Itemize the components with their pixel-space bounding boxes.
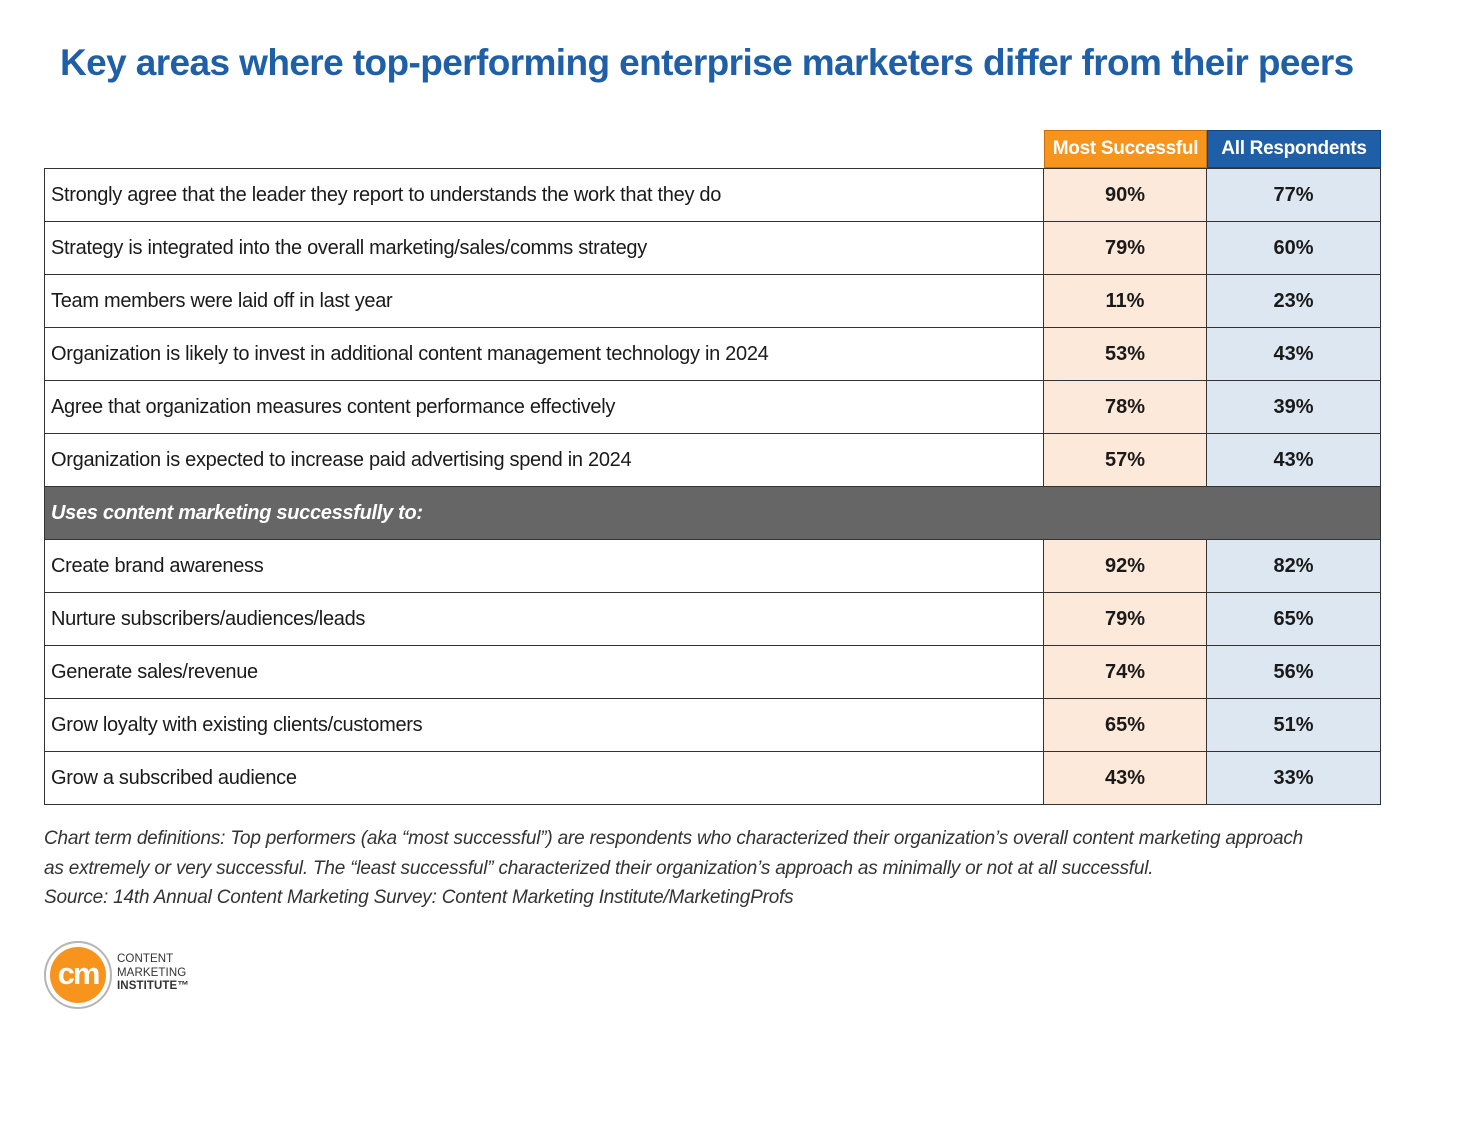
footnote-definition-line-1: Chart term definitions: Top performers (… (44, 828, 1304, 849)
row-label: Grow a subscribed audience (45, 752, 1044, 804)
row-label: Create brand awareness (45, 540, 1044, 592)
cmi-logo-inner: cm (50, 947, 106, 1003)
value-all-respondents: 56% (1207, 646, 1380, 698)
table-row: Generate sales/revenue 74% 56% (45, 646, 1380, 699)
value-most-successful: 43% (1044, 752, 1207, 804)
cmi-logo-mark: cm (57, 955, 101, 991)
value-most-successful: 78% (1044, 381, 1207, 433)
value-all-respondents: 39% (1207, 381, 1380, 433)
row-label: Grow loyalty with existing clients/custo… (45, 699, 1044, 751)
value-all-respondents: 82% (1207, 540, 1380, 592)
table-row: Create brand awareness 92% 82% (45, 540, 1380, 593)
cmi-logo: cm CONTENT MARKETING INSTITUTE™ (44, 941, 204, 1011)
value-most-successful: 57% (1044, 434, 1207, 486)
row-label: Strongly agree that the leader they repo… (45, 169, 1044, 221)
row-label: Team members were laid off in last year (45, 275, 1044, 327)
row-label: Generate sales/revenue (45, 646, 1044, 698)
value-most-successful: 11% (1044, 275, 1207, 327)
section-header: Uses content marketing successfully to: (45, 487, 1380, 540)
column-header-most-successful: Most Successful (1044, 130, 1207, 168)
chart-title: Key areas where top-performing enterpris… (60, 42, 1354, 83)
footnote: Chart term definitions: Top performers (… (44, 824, 1344, 913)
value-all-respondents: 77% (1207, 169, 1380, 221)
value-most-successful: 65% (1044, 699, 1207, 751)
value-all-respondents: 60% (1207, 222, 1380, 274)
row-label: Organization is expected to increase pai… (45, 434, 1044, 486)
value-most-successful: 90% (1044, 169, 1207, 221)
value-all-respondents: 65% (1207, 593, 1380, 645)
table-row: Agree that organization measures content… (45, 381, 1380, 434)
value-most-successful: 53% (1044, 328, 1207, 380)
value-all-respondents: 43% (1207, 328, 1380, 380)
table-row: Team members were laid off in last year 1… (45, 275, 1380, 328)
row-label: Organization is likely to invest in addi… (45, 328, 1044, 380)
value-most-successful: 74% (1044, 646, 1207, 698)
table-row: Organization is expected to increase pai… (45, 434, 1380, 487)
table-row: Strategy is integrated into the overall … (45, 222, 1380, 275)
table-row: Nurture subscribers/audiences/leads 79% 65… (45, 593, 1380, 646)
comparison-table: Strongly agree that the leader they repo… (44, 168, 1381, 805)
table-row: Grow loyalty with existing clients/custo… (45, 699, 1380, 752)
value-all-respondents: 51% (1207, 699, 1380, 751)
value-most-successful: 79% (1044, 593, 1207, 645)
table-row: Grow a subscribed audience 43% 33% (45, 752, 1380, 805)
value-all-respondents: 43% (1207, 434, 1380, 486)
footnote-source: Source: 14th Annual Content Marketing Su… (44, 887, 794, 908)
value-all-respondents: 23% (1207, 275, 1380, 327)
value-all-respondents: 33% (1207, 752, 1380, 804)
table-row: Strongly agree that the leader they repo… (45, 169, 1380, 222)
value-most-successful: 79% (1044, 222, 1207, 274)
cmi-logo-circle: cm (44, 941, 112, 1009)
table-row: Organization is likely to invest in addi… (45, 328, 1380, 381)
cmi-logo-text-line: MARKETING (117, 966, 187, 979)
row-label: Strategy is integrated into the overall … (45, 222, 1044, 274)
column-header-all-respondents: All Respondents (1207, 130, 1381, 168)
value-most-successful: 92% (1044, 540, 1207, 592)
cmi-logo-text-line: INSTITUTE™ (117, 980, 189, 992)
row-label: Agree that organization measures content… (45, 381, 1044, 433)
cmi-logo-text: CONTENT MARKETING INSTITUTE™ (117, 953, 189, 994)
row-label: Nurture subscribers/audiences/leads (45, 593, 1044, 645)
cmi-logo-text-line: CONTENT (117, 953, 174, 965)
footnote-definition-line-2: as extremely or very successful. The “le… (44, 857, 1154, 879)
